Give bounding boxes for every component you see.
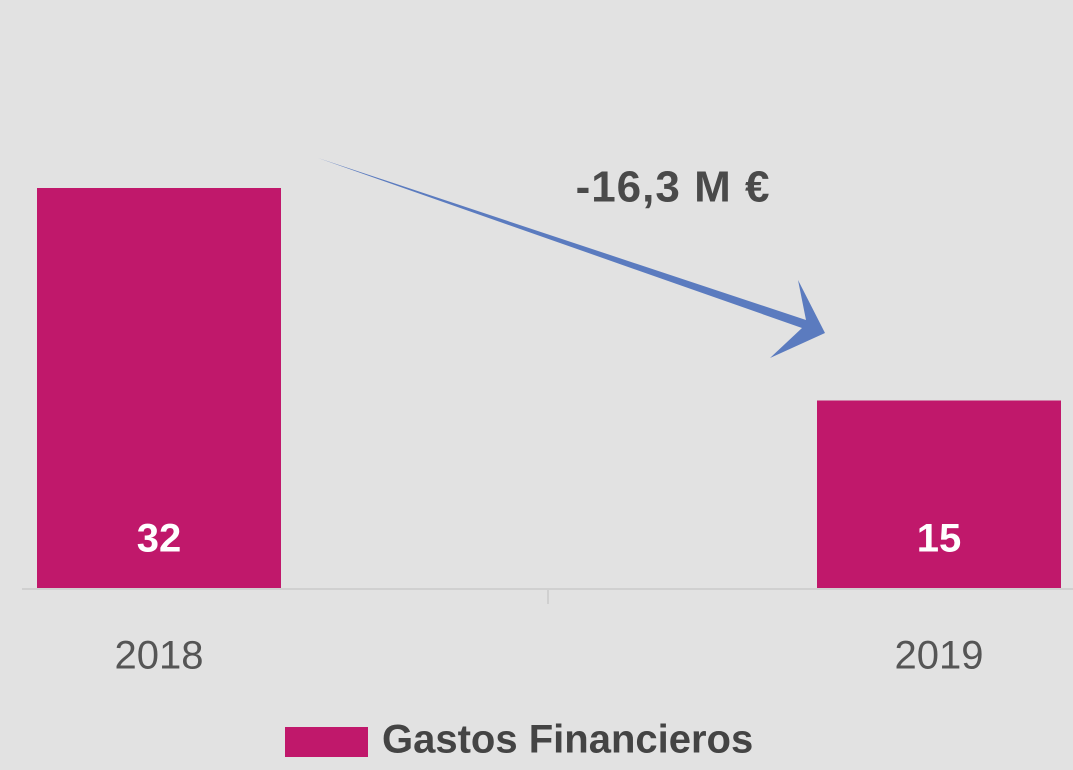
data-label: 32 bbox=[137, 517, 182, 561]
x-tick-label: 2018 bbox=[115, 634, 204, 678]
annotation: -16,3 M € bbox=[576, 163, 771, 212]
legend-label: Gastos Financieros bbox=[382, 718, 753, 762]
bar bbox=[37, 188, 281, 588]
data-label: 15 bbox=[917, 517, 962, 561]
x-tick-label: 2019 bbox=[895, 634, 984, 678]
bar bbox=[817, 400, 1061, 588]
legend-swatch bbox=[285, 727, 368, 757]
